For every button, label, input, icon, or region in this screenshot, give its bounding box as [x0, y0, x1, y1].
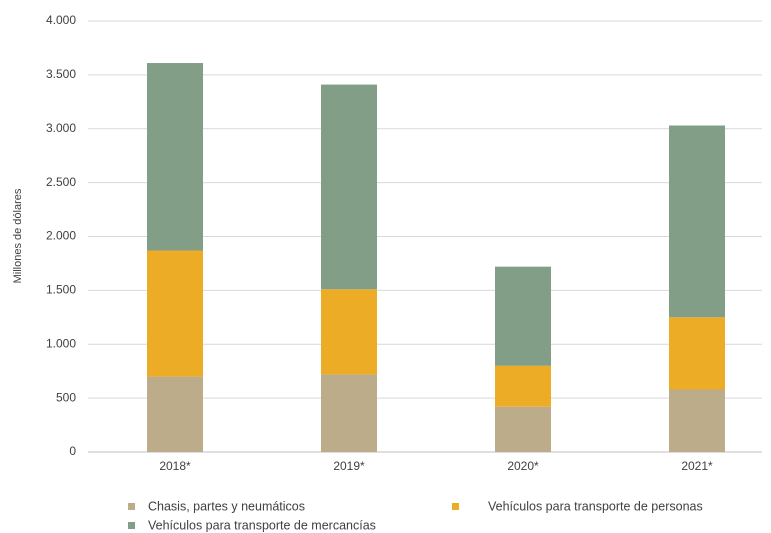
bar-segment [147, 376, 203, 452]
legend-label: Vehículos para transporte de personas [488, 499, 703, 513]
y-tick-label: 1.000 [46, 336, 76, 350]
legend-swatch [128, 522, 135, 529]
bar-segment [495, 406, 551, 452]
x-tick-label: 2019* [333, 459, 365, 473]
y-tick-label: 1.500 [46, 283, 76, 297]
y-axis-title: Millones de dólares [12, 188, 24, 283]
bar-segment [321, 289, 377, 375]
bar-segment [147, 63, 203, 251]
legend-label: Vehículos para transporte de mercancías [148, 518, 376, 532]
bar-segment [321, 374, 377, 452]
y-tick-label: 3.500 [46, 67, 76, 81]
x-tick-label: 2018* [159, 459, 191, 473]
y-tick-label: 2.500 [46, 175, 76, 189]
bar-segment [669, 317, 725, 390]
legend-label: Chasis, partes y neumáticos [148, 499, 305, 513]
legend-swatch [452, 503, 459, 510]
bar-segment [495, 365, 551, 407]
bar-segment [321, 84, 377, 290]
bar-segment [669, 125, 725, 318]
y-tick-label: 500 [56, 390, 76, 404]
y-tick-label: 3.000 [46, 121, 76, 135]
bar-segment [147, 250, 203, 377]
y-tick-label: 4.000 [46, 13, 76, 27]
bar-segment [669, 389, 725, 452]
y-tick-label: 0 [69, 444, 76, 458]
bar-segment [495, 266, 551, 366]
y-tick-label: 2.000 [46, 229, 76, 243]
x-tick-label: 2020* [507, 459, 539, 473]
legend-swatch [128, 503, 135, 510]
x-tick-label: 2021* [681, 459, 713, 473]
